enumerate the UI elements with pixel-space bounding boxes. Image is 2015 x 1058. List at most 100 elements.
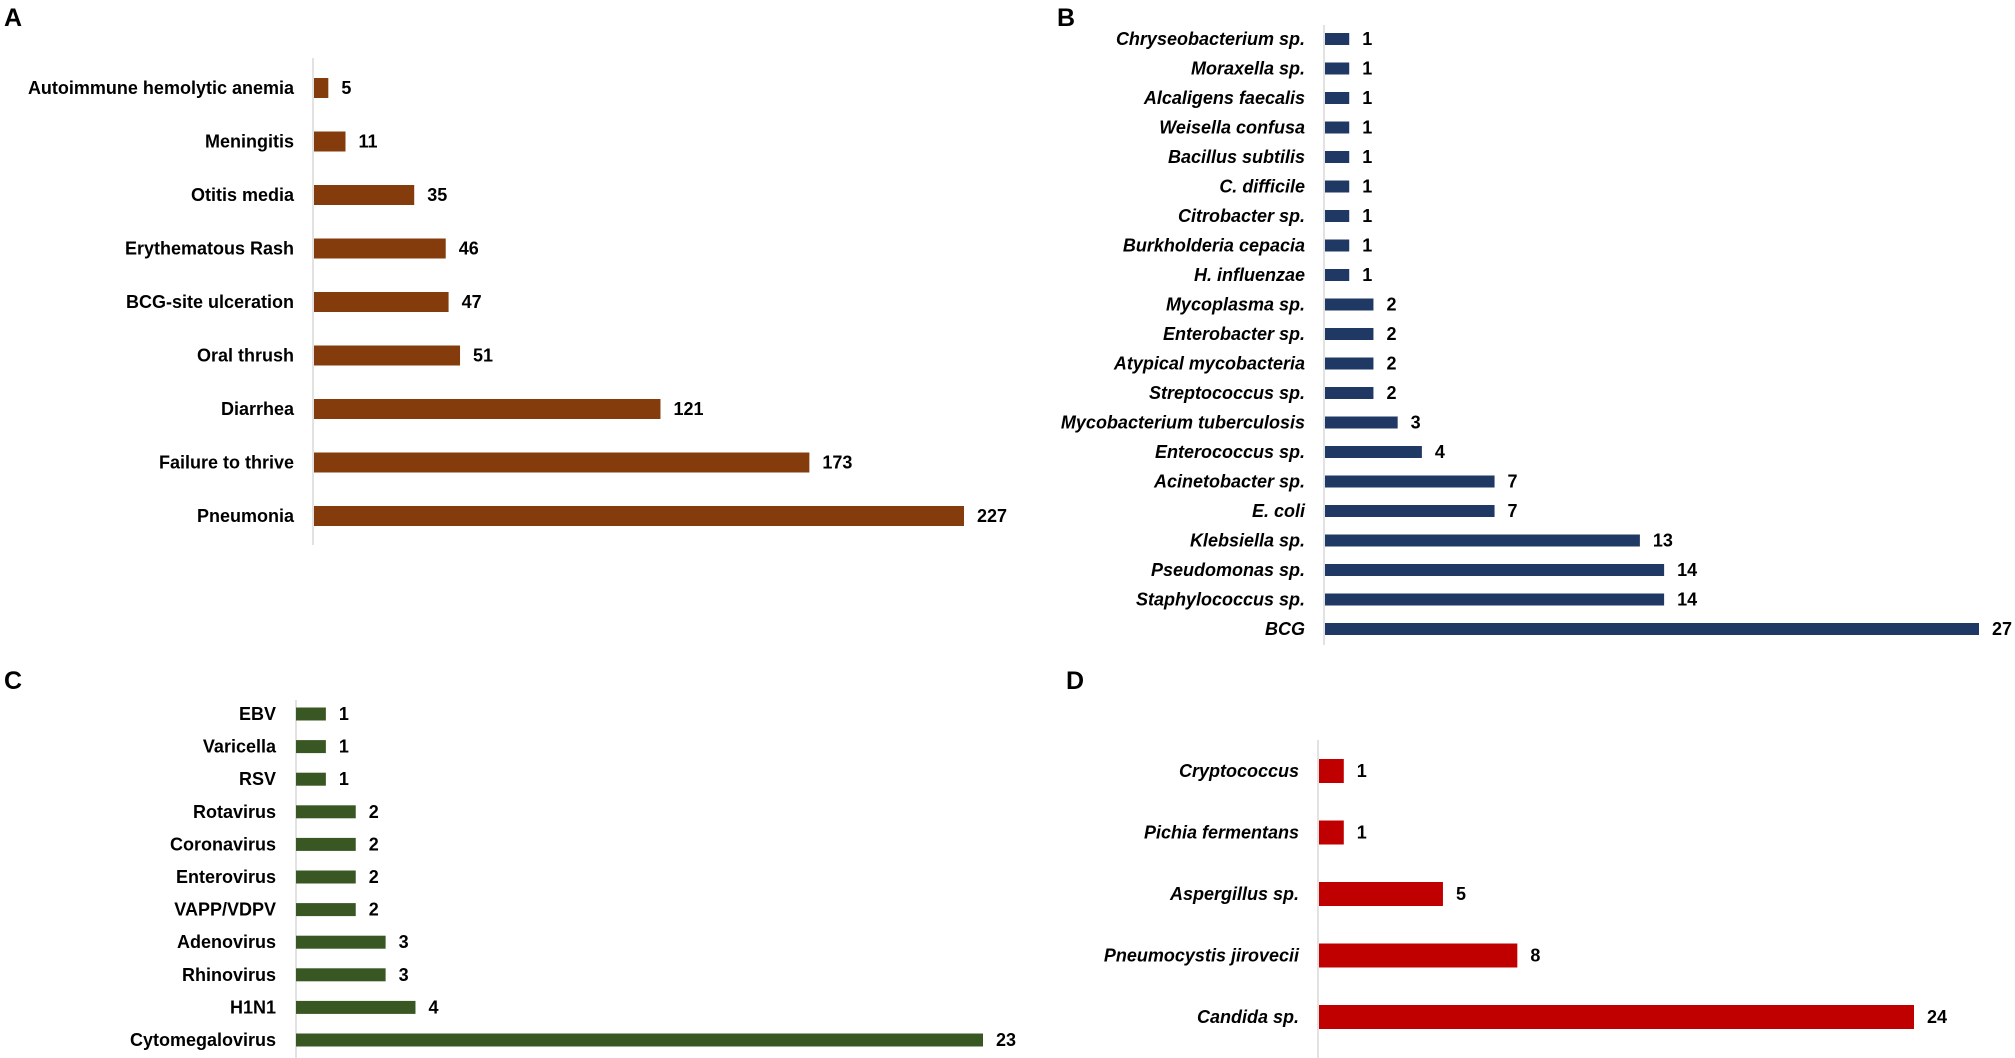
panel-c-bars: EBV 1 Varicella 1 RSV 1 Rotavirus 2 Coronavirus 2…	[130, 704, 1016, 1050]
panel-d-value-pneumocystis-jirovecii: 8	[1530, 946, 1540, 966]
panel-b-value-mycobacterium-tuberculosis: 3	[1411, 413, 1421, 433]
panel-b-value-c-difficile: 1	[1362, 177, 1372, 197]
panel-b-value-pseudomonas-sp: 14	[1677, 560, 1697, 580]
panel-c-value-varicella: 1	[339, 737, 349, 757]
panel-c-bar-vapp-vdpv	[296, 903, 356, 917]
panel-a-value-failure-to-thrive: 173	[822, 453, 852, 473]
panel-b-value-alcaligens-faecalis: 1	[1362, 88, 1372, 108]
panel-c-value-rhinovirus: 3	[399, 965, 409, 985]
panel-a-value-erythematous-rash: 46	[459, 239, 479, 259]
panel-d-bar-pneumocystis-jirovecii	[1319, 943, 1518, 968]
panel-b-bar-enterococcus-sp	[1325, 446, 1422, 458]
panel-b-bar-atypical-mycobacteria	[1325, 357, 1374, 370]
panel-b-label-chryseobacterium-sp: Chryseobacterium sp.	[1116, 29, 1305, 49]
panel-d-label-pneumocystis-jirovecii: Pneumocystis jirovecii	[1104, 946, 1300, 966]
panel-b-label-mycoplasma-sp: Mycoplasma sp.	[1166, 295, 1305, 315]
panel-a-label-otitis-media: Otitis media	[191, 185, 295, 205]
panel-b-bar-e-coli	[1325, 505, 1495, 517]
panel-b-label-pseudomonas-sp: Pseudomonas sp.	[1151, 560, 1305, 580]
panel-a-label-pneumonia: Pneumonia	[197, 506, 295, 526]
panel-a-value-bcg-site-ulceration: 47	[462, 292, 482, 312]
panel-b-value-weisella-confusa: 1	[1362, 118, 1372, 138]
panel-b-bar-klebsiella-sp	[1325, 534, 1640, 547]
panel-c-bar-varicella	[296, 740, 326, 754]
panel-a-bar-oral-thrush	[314, 345, 461, 366]
panel-b-bar-mycoplasma-sp	[1325, 298, 1374, 311]
panel-c-value-enterovirus: 2	[369, 867, 379, 887]
panel-b-value-klebsiella-sp: 13	[1653, 531, 1673, 551]
panel-c-value-vapp-vdpv: 2	[369, 900, 379, 920]
panel-b-label-acinetobacter-sp: Acinetobacter sp.	[1153, 472, 1305, 492]
panel-b-bar-mycobacterium-tuberculosis	[1325, 416, 1398, 429]
panel-b-bar-weisella-confusa	[1325, 121, 1350, 134]
panel-b-label-enterobacter-sp: Enterobacter sp.	[1163, 324, 1305, 344]
panel-c-label-coronavirus: Coronavirus	[170, 834, 276, 854]
panel-b-label-citrobacter-sp: Citrobacter sp.	[1178, 206, 1305, 226]
panel-a-bar-pneumonia	[314, 506, 964, 526]
panel-a-value-otitis-media: 35	[427, 185, 447, 205]
panel-b-value-acinetobacter-sp: 7	[1508, 472, 1518, 492]
panel-b-bar-streptococcus-sp	[1325, 387, 1374, 399]
panel-b-bar-chryseobacterium-sp	[1325, 33, 1350, 45]
panel-b-value-mycoplasma-sp: 2	[1386, 295, 1396, 315]
panel-b-label-bacillus-subtilis: Bacillus subtilis	[1168, 147, 1305, 167]
panel-b-label-atypical-mycobacteria: Atypical mycobacteria	[1113, 354, 1305, 374]
panel-d-value-pichia-fermentans: 1	[1357, 823, 1367, 843]
panel-b-label-h-influenzae: H. influenzae	[1194, 265, 1305, 285]
panel-d-label-cryptococcus: Cryptococcus	[1179, 761, 1299, 781]
panel-d-label-candida-sp: Candida sp.	[1197, 1007, 1299, 1027]
panel-b-value-enterobacter-sp: 2	[1386, 324, 1396, 344]
panel-c-bar-rhinovirus	[296, 968, 386, 982]
panel-d: D Cryptococcus 1 Pichia fermentans 1 Aspergi…	[1066, 667, 1947, 1058]
panel-b-value-streptococcus-sp: 2	[1386, 383, 1396, 403]
panel-b-value-bacillus-subtilis: 1	[1362, 147, 1372, 167]
panel-a-value-oral-thrush: 51	[473, 346, 493, 366]
panel-c-label-adenovirus: Adenovirus	[177, 932, 276, 952]
panel-a-value-diarrhea: 121	[673, 399, 703, 419]
panel-c-bar-ebv	[296, 707, 326, 721]
panel-b-value-chryseobacterium-sp: 1	[1362, 29, 1372, 49]
panel-c-bar-rsv	[296, 772, 326, 786]
panel-c: C EBV 1 Varicella 1 RSV 1 Rotavirus 2 Coronaviru…	[4, 667, 1016, 1058]
panel-c-value-coronavirus: 2	[369, 834, 379, 854]
panel-b-bar-alcaligens-faecalis	[1325, 92, 1350, 104]
panel-a-label-failure-to-thrive: Failure to thrive	[159, 453, 294, 473]
panel-b-value-h-influenzae: 1	[1362, 265, 1372, 285]
panel-a-bar-erythematous-rash	[314, 238, 446, 259]
panel-b-bar-acinetobacter-sp	[1325, 475, 1495, 488]
panel-b-value-atypical-mycobacteria: 2	[1386, 354, 1396, 374]
panel-b-value-bcg: 27	[1992, 619, 2012, 639]
panel-c-bar-coronavirus	[296, 837, 356, 851]
panel-d-bar-pichia-fermentans	[1319, 820, 1344, 845]
panel-b-label-c-difficile: C. difficile	[1219, 177, 1305, 197]
panel-b-bar-citrobacter-sp	[1325, 210, 1350, 222]
panel-b-bar-bacillus-subtilis	[1325, 151, 1350, 163]
panel-c-label-enterovirus: Enterovirus	[176, 867, 276, 887]
panel-a-value-pneumonia: 227	[977, 506, 1007, 526]
panel-c-value-rotavirus: 2	[369, 802, 379, 822]
panel-b-value-citrobacter-sp: 1	[1362, 206, 1372, 226]
panel-a-bar-failure-to-thrive	[314, 452, 810, 473]
panel-c-value-cytomegalovirus: 23	[996, 1030, 1016, 1050]
panel-a-label-diarrhea: Diarrhea	[221, 399, 295, 419]
panel-b-bar-moraxella-sp	[1325, 62, 1350, 75]
panel-c-bar-adenovirus	[296, 935, 386, 949]
panel-b-label-burkholderia-cepacia: Burkholderia cepacia	[1123, 236, 1305, 256]
panel-c-label-rotavirus: Rotavirus	[193, 802, 276, 822]
panel-b: B Chryseobacterium sp. 1 Moraxella sp. 1 Alc…	[1057, 4, 2012, 645]
panel-b-label-weisella-confusa: Weisella confusa	[1159, 118, 1305, 138]
panel-d-bar-cryptococcus	[1319, 759, 1344, 783]
panel-b-bar-pseudomonas-sp	[1325, 564, 1665, 576]
panel-d-bar-candida-sp	[1319, 1005, 1914, 1029]
panel-a-bar-autoimmune-hemolytic-anemia	[314, 78, 329, 98]
panel-a-bars: Autoimmune hemolytic anemia 5 Meningitis 11…	[28, 78, 1007, 526]
panel-d-label: D	[1066, 667, 1084, 695]
panel-b-label-staphylococcus-sp: Staphylococcus sp.	[1136, 590, 1305, 610]
panel-c-label-rhinovirus: Rhinovirus	[182, 965, 276, 985]
panel-a: A Autoimmune hemolytic anemia 5 Meningitis…	[4, 4, 1007, 545]
panel-b-label-enterococcus-sp: Enterococcus sp.	[1155, 442, 1305, 462]
panel-c-label-vapp-vdpv: VAPP/VDPV	[174, 900, 276, 920]
panel-c-value-ebv: 1	[339, 704, 349, 724]
panel-d-label-pichia-fermentans: Pichia fermentans	[1144, 823, 1299, 843]
